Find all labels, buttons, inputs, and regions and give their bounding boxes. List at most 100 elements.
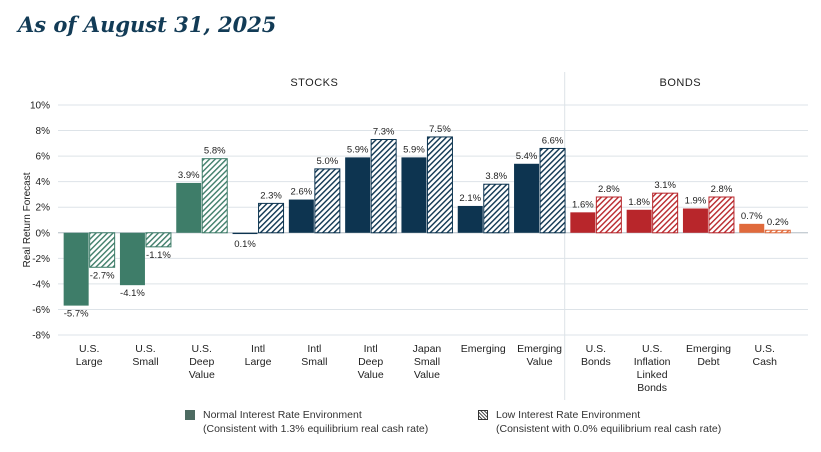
bar-normal (457, 205, 483, 233)
bar-normal (232, 232, 258, 235)
legend-sublabel-normal: (Consistent with 1.3% equilibrium real c… (203, 423, 429, 435)
chart: 10% 8% 6% 4% 2% 0% -2% -4% -6% -8% Real Return For… (22, 72, 808, 400)
bar-low (370, 139, 397, 234)
legend-swatch-hatched-icon (478, 410, 488, 420)
y-tick-label: 8% (36, 126, 51, 137)
x-tick-label: Value (527, 356, 553, 368)
bar-normal (514, 163, 540, 233)
data-label-normal: 5.4% (516, 151, 538, 162)
data-label-normal: -5.7% (64, 309, 89, 320)
bar-normal (626, 209, 652, 233)
data-label-low: 3.8% (485, 171, 507, 182)
x-tick-label: Value (358, 369, 384, 381)
x-tick-label: Emerging (517, 343, 562, 355)
y-tick-label: 0% (36, 228, 51, 239)
x-tick-label: Inflation (634, 356, 671, 368)
y-tick-label: 2% (36, 203, 51, 214)
legend-item-normal: Normal Interest Rate Environment (Consis… (185, 408, 428, 436)
data-label-low: 7.5% (429, 124, 451, 135)
bar-low (314, 168, 341, 234)
y-tick-label: -8% (32, 331, 50, 342)
x-tick-label: Deep (189, 356, 214, 368)
bar-normal (176, 182, 202, 233)
data-label-normal: 3.9% (178, 170, 200, 181)
data-label-normal: 5.9% (403, 144, 425, 155)
data-label-normal: 0.7% (741, 211, 763, 222)
y-tick-label: 10% (30, 101, 50, 112)
bar-low (89, 232, 116, 268)
x-tick-label: Deep (358, 356, 383, 368)
x-tick-label: Large (245, 356, 272, 368)
x-tick-label: Value (189, 369, 215, 381)
x-tick-label: Emerging (686, 343, 731, 355)
x-tick-label: U.S. (642, 343, 662, 355)
x-tick-label: U.S. (192, 343, 212, 355)
bar-normal (739, 223, 765, 233)
data-label-low: 2.8% (598, 184, 620, 195)
bar-low (258, 202, 285, 234)
data-label-low: 3.1% (654, 180, 676, 191)
page-headline: As of August 31, 2025 (18, 12, 277, 37)
bar-normal (345, 157, 371, 233)
y-tick-label: -6% (32, 305, 50, 316)
data-label-low: 7.3% (373, 127, 395, 138)
bar-low (145, 232, 172, 248)
x-tick-label: Japan (413, 343, 442, 355)
data-label-low: 2.8% (711, 184, 733, 195)
y-axis-label: Real Return Forecast (22, 172, 33, 267)
x-tick-label: Linked (637, 369, 668, 381)
data-label-normal: 1.6% (572, 199, 594, 210)
data-label-low: 6.6% (542, 135, 564, 146)
data-label-normal: 1.9% (685, 196, 707, 207)
bar-normal (570, 212, 596, 233)
bar-normal (288, 199, 314, 233)
y-tick-label: 6% (36, 152, 51, 163)
bar-normal (401, 157, 427, 233)
data-label-low: -2.7% (90, 270, 115, 281)
x-tick-label: Debt (697, 356, 719, 368)
data-label-normal: 2.6% (291, 187, 313, 198)
data-label-normal: 0.1% (234, 239, 256, 250)
x-tick-label: Intl (364, 343, 378, 355)
bar-low (483, 183, 510, 234)
x-tick-label: Intl (251, 343, 265, 355)
data-label-normal: 2.1% (459, 193, 481, 204)
x-tick-label: Bonds (581, 356, 611, 368)
legend-swatch-solid-icon (185, 410, 195, 420)
data-label-low: 0.2% (767, 217, 789, 228)
bar-low (764, 229, 791, 234)
bar-low (426, 136, 453, 234)
legend-label-low: Low Interest Rate Environment (496, 409, 641, 421)
data-label-normal: 5.9% (347, 144, 369, 155)
x-tick-label: Large (76, 356, 103, 368)
group-label-bonds: BONDS (659, 77, 701, 89)
x-tick-label: Small (301, 356, 327, 368)
x-tick-label: Value (414, 369, 440, 381)
x-tick-label: U.S. (586, 343, 606, 355)
bar-low (539, 147, 566, 234)
data-label-normal: -4.1% (120, 288, 145, 299)
bar-low (708, 196, 735, 234)
x-tick-label: Small (132, 356, 158, 368)
bar-normal (63, 232, 89, 306)
x-tick-label: Intl (307, 343, 321, 355)
x-tick-label: Small (414, 356, 440, 368)
bar-low (201, 158, 228, 234)
x-tick-label: Cash (752, 356, 777, 368)
x-tick-label: U.S. (755, 343, 775, 355)
bar-normal (119, 232, 145, 286)
x-tick-label: U.S. (79, 343, 99, 355)
legend-sublabel-low: (Consistent with 0.0% equilibrium real c… (496, 423, 722, 435)
group-label-stocks: STOCKS (290, 77, 338, 89)
data-label-low: -1.1% (146, 250, 171, 261)
bar-normal (682, 208, 708, 233)
legend-item-low: Low Interest Rate Environment (Consisten… (478, 408, 721, 436)
data-label-low: 5.0% (317, 156, 339, 167)
x-tick-label: U.S. (135, 343, 155, 355)
bar-low (652, 192, 679, 234)
y-tick-label: -4% (32, 279, 50, 290)
data-label-low: 5.8% (204, 146, 226, 157)
data-label-low: 2.3% (260, 190, 282, 201)
legend-label-normal: Normal Interest Rate Environment (203, 409, 362, 421)
x-tick-label: Emerging (461, 343, 506, 355)
